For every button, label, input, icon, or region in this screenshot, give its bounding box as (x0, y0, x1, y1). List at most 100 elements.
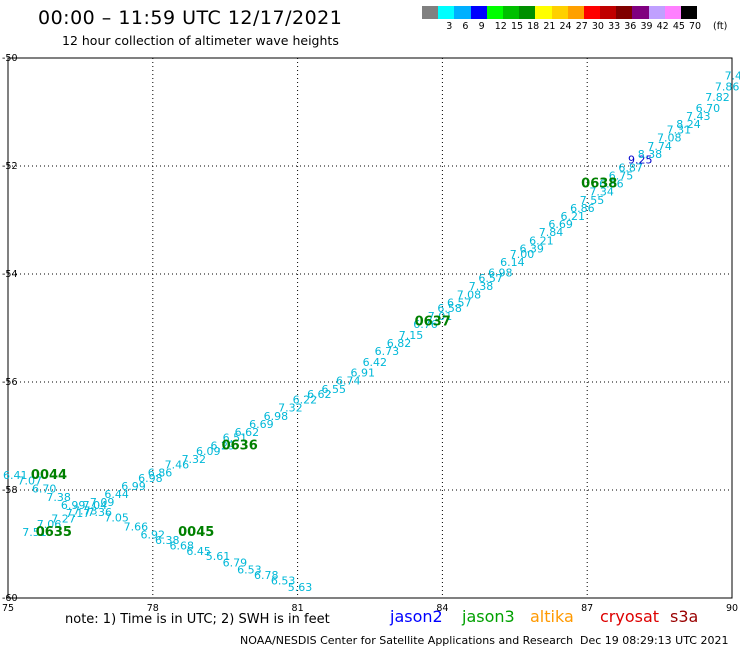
wave-height-label: 6.45 (186, 545, 211, 558)
y-tick-label: -60 (2, 593, 18, 604)
wave-height-label: 7.01 (428, 310, 453, 323)
map-grid (7, 57, 733, 599)
wave-height-label: 6.76 (413, 318, 438, 331)
map-frame (7, 57, 733, 599)
footer-note: note: 1) Time is in UTC; 2) SWH is in fe… (65, 612, 330, 627)
x-tick-label: 81 (292, 603, 304, 614)
wave-height-label: 6.79 (223, 557, 248, 570)
wave-height-label: 6.62 (235, 426, 260, 439)
wave-height-label: 7.43 (686, 110, 711, 123)
wave-height-label: 6.38 (155, 534, 180, 547)
wave-height-label: 7.32 (182, 453, 207, 466)
wave-height-label: 6.22 (293, 394, 318, 407)
legend-label: 3 (446, 21, 453, 32)
wave-height-label: 6.51 (223, 431, 248, 444)
wave-height-label: 7.66 (124, 521, 149, 534)
legend-swatch: 18 (519, 6, 539, 32)
pass-time-label: 0044 (31, 468, 67, 483)
x-tick-label: 87 (581, 603, 593, 614)
legend-label: 21 (543, 21, 556, 32)
wave-height-label: 7.46 (165, 458, 190, 471)
wave-height-label: 7.86 (715, 80, 740, 93)
pass-time-label: 0637 (415, 314, 451, 329)
legend-label: 27 (575, 21, 588, 32)
x-tick-label: 78 (147, 603, 159, 614)
wave-height-label: 6.69 (548, 218, 573, 231)
wave-height-label: 7.51 (22, 526, 47, 539)
wave-height-label: 7.08 (457, 288, 482, 301)
legend-label: 30 (591, 21, 604, 32)
wave-height-label: 6.86 (570, 202, 595, 215)
color-scale-legend: 3 6 9 12 15 18 21 24 27 30 33 36 39 42 45 70 (422, 6, 701, 32)
wave-height-label: 6.14 (500, 256, 525, 269)
legend-label: 70 (689, 21, 702, 32)
wave-height-label: 6.98 (138, 472, 163, 485)
y-tick-label: -52 (2, 161, 18, 172)
wave-height-label: 8.38 (638, 148, 663, 161)
legend-label: 12 (494, 21, 507, 32)
legend-swatch: 3 (438, 6, 455, 32)
wave-height-label: 6.68 (170, 539, 195, 552)
legend-swatch: 45 (664, 6, 685, 32)
wave-height-label: 6.82 (387, 337, 412, 350)
wave-height-label: 7.73 (73, 504, 98, 517)
x-tick-label: 84 (436, 603, 448, 614)
pass-time-label: 0635 (36, 525, 72, 540)
wave-height-label: 6.58 (437, 302, 462, 315)
wave-height-label: 6.73 (375, 345, 400, 358)
wave-height-label: 7.15 (399, 329, 424, 342)
legend-swatch: 30 (583, 6, 604, 32)
y-tick-label: -50 (2, 53, 18, 64)
legend-swatch: 36 (616, 6, 636, 32)
wave-height-label: 7.04 (83, 499, 108, 512)
pass-time-label: 0638 (581, 177, 617, 192)
wave-height-label: 6.44 (104, 488, 129, 501)
wave-height-label: 7.49 (725, 70, 740, 83)
legend-swatch: 33 (600, 6, 620, 32)
axis-tick-labels: 75 78 81 84 87 90 -50 -52 -54 -56 -58 -60 (2, 53, 738, 614)
legend-label: 42 (656, 21, 669, 32)
wave-height-label: 8.24 (676, 118, 701, 131)
wave-height-label: 6.78 (254, 569, 279, 582)
legend-label: 39 (640, 21, 653, 32)
x-tick-label: 75 (2, 603, 14, 614)
legend-swatch: 39 (632, 6, 653, 32)
wave-height-label: 7.27 (51, 512, 76, 525)
wave-height-label: 6.21 (529, 234, 554, 247)
wave-height-label: 6.99 (121, 480, 146, 493)
wave-height-label: 7.55 (580, 194, 605, 207)
observations: 6.417.076.707.386.997.737.367.057.666.92… (3, 70, 740, 594)
wave-height-label: 7.82 (705, 91, 730, 104)
pass-time-label: 0636 (222, 439, 258, 454)
legend-swatch: 27 (567, 6, 588, 32)
legend-swatch: 21 (535, 6, 555, 32)
y-tick-label: -54 (2, 269, 18, 280)
satellite-s3a: s3a (670, 607, 699, 626)
wave-height-label: 6.29 (211, 440, 236, 453)
footer-timestamp: Dec 19 08:29:13 UTC 2021 (580, 634, 729, 647)
wave-height-label: 6.09 (196, 445, 221, 458)
legend-swatch (422, 6, 439, 19)
wave-height-label: 6.57 (478, 272, 503, 285)
page-subtitle: 12 hour collection of altimeter wave hei… (62, 33, 339, 48)
wave-height-label: 6.53 (237, 564, 262, 577)
wave-height-label: 7.06 (37, 518, 62, 531)
wave-height-label: 7.84 (539, 226, 564, 239)
satellite-altika: altika (530, 607, 574, 626)
wave-height-label: 6.21 (560, 210, 585, 223)
legend-label: 33 (608, 21, 621, 32)
wave-height-label: 7.74 (647, 140, 672, 153)
y-tick-label: -58 (2, 485, 18, 496)
wave-height-label: 6.41 (3, 469, 28, 482)
satellite-jason3: jason3 (462, 607, 515, 626)
legend-label: 15 (510, 21, 524, 32)
footer-credit: NOAA/NESDIS Center for Satellite Applica… (240, 634, 574, 647)
wave-height-label: 7.38 (469, 280, 494, 293)
wave-height-label: 7.32 (278, 402, 303, 415)
wave-height-label: 6.99 (61, 499, 86, 512)
wave-height-label: 6.69 (249, 418, 274, 431)
wave-height-label: 5.61 (206, 550, 231, 563)
wave-height-label: 9.25 (628, 153, 653, 166)
wave-height-label: 6.53 (271, 575, 296, 588)
satellite-jason2: jason2 (390, 607, 443, 626)
